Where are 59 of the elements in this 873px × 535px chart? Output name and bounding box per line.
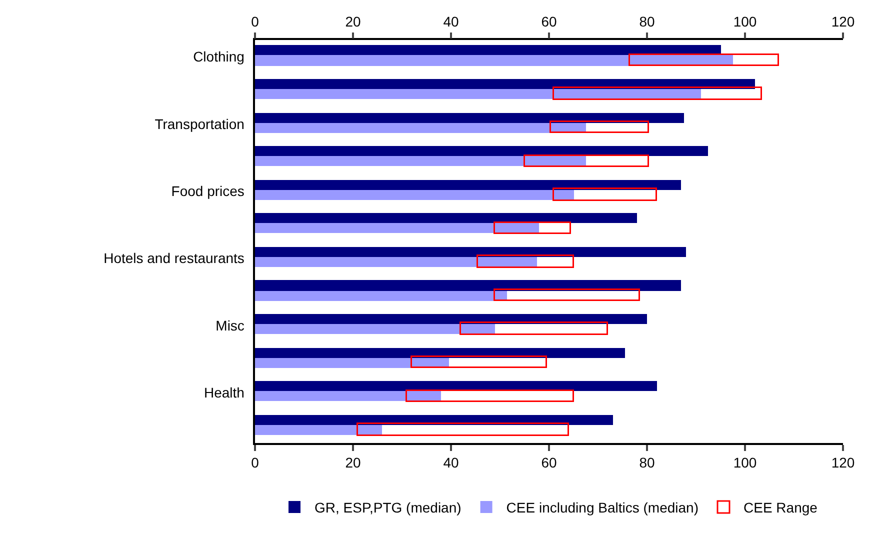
bar [255,223,539,233]
x2-tick-label: 0 [251,454,260,471]
x2-tick-label: 120 [831,454,855,471]
x2-tick-label: 100 [733,454,757,471]
bar [255,291,507,301]
x2-tick-label: 40 [443,454,459,471]
bar [255,381,657,391]
bar [255,314,647,324]
bar [255,180,681,190]
x-tick-label: 100 [733,14,757,30]
x-tick-label: 80 [639,14,655,30]
legend-label: CEE Range [744,499,818,516]
bar [255,113,684,123]
y-tick-label: Transportation [154,116,244,132]
bar [255,123,586,133]
bar [406,390,574,402]
bar [255,324,495,334]
bar [255,247,686,257]
x2-tick-label: 20 [345,454,361,471]
x2-tick-label: 80 [639,454,655,471]
x-tick-label: 0 [251,14,260,30]
y-tick-label: Hotels and restaurants [104,250,244,266]
y-tick-label: Misc [216,317,244,334]
bar [410,356,547,368]
bar [524,154,649,167]
legend-label: GR, ESP,PTG (median) [314,499,462,516]
bar [255,146,708,156]
bar [494,222,571,234]
bar [255,213,637,223]
bar [628,54,779,66]
x2-tick-label: 60 [541,454,557,471]
bar [460,322,608,335]
bar [476,254,574,268]
bar [494,288,640,301]
bar [552,86,762,100]
bar [255,280,681,291]
bar [552,188,657,201]
x-tick-label: 60 [541,14,557,30]
bar [255,348,625,358]
bar [255,190,574,200]
bar [255,79,755,89]
y-tick-label: Clothing [193,48,244,65]
y-tick-label: Health [204,384,244,401]
y-tick-label: Food prices [171,183,244,200]
x-tick-label: 20 [345,14,361,30]
bar [550,120,649,133]
bar [255,358,449,368]
bar [255,45,721,55]
bar [356,422,569,436]
bar [255,89,701,99]
bar [255,425,382,435]
legend-label: CEE including Baltics (median) [506,499,698,516]
bar [255,156,586,166]
bar [255,415,613,425]
bar [255,391,441,401]
bar [255,55,733,66]
bar [255,257,537,267]
x-tick-label: 40 [443,14,459,30]
x-tick-label: 120 [831,14,855,30]
